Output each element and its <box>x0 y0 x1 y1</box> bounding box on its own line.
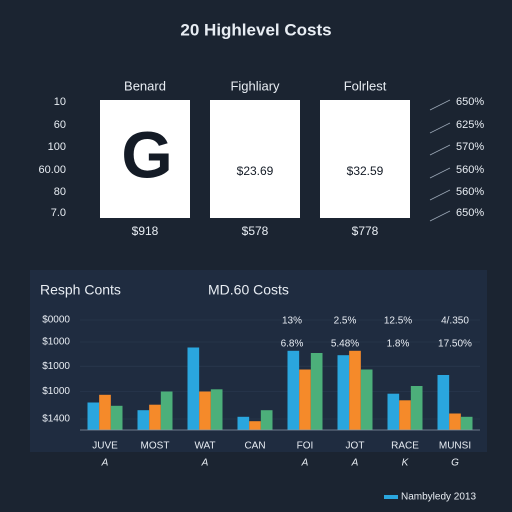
y-tick-label: $0000 <box>42 315 70 326</box>
annotation: 4/.350 <box>441 316 469 327</box>
annotation: 1.8% <box>387 339 410 350</box>
legend-label: Nambyledy 2013 <box>401 492 476 503</box>
x-sub-label: G <box>451 458 459 469</box>
panel-title: Resph Conts <box>40 282 121 298</box>
right-label: 560% <box>456 186 484 198</box>
x-tick-label: JUVE <box>92 441 118 452</box>
bar <box>110 405 123 430</box>
bar <box>337 355 350 430</box>
x-tick-label: RACE <box>391 441 419 452</box>
bar <box>410 386 423 430</box>
card <box>320 100 410 218</box>
x-tick-label: CAN <box>244 441 265 452</box>
right-label: 650% <box>456 96 484 108</box>
annotation: 13% <box>282 316 302 327</box>
x-sub-label: A <box>351 458 359 469</box>
x-sub-label: A <box>301 458 309 469</box>
bar <box>260 410 273 430</box>
x-tick-label: WAT <box>194 441 215 452</box>
bar <box>87 402 100 430</box>
annotation: 5.48% <box>331 339 359 350</box>
y-tick-label: $1400 <box>42 414 70 425</box>
bar <box>399 400 411 430</box>
x-sub-label: A <box>101 458 109 469</box>
connector <box>429 167 451 179</box>
bar <box>387 393 400 430</box>
bar <box>299 369 311 430</box>
bar <box>160 391 173 430</box>
bar <box>149 404 161 430</box>
card-footer: $778 <box>352 224 379 238</box>
bar <box>287 350 300 430</box>
x-sub-label: A <box>201 458 209 469</box>
bar <box>187 347 200 430</box>
y-tick-label: $1000 <box>42 337 70 348</box>
bar <box>210 389 223 430</box>
card-footer: $578 <box>242 224 269 238</box>
right-label: 570% <box>456 141 484 153</box>
card-logo: G <box>121 117 172 191</box>
annotation: 17.50% <box>438 339 472 350</box>
right-label: 650% <box>456 207 484 219</box>
title: 20 Highlevel Costs <box>180 20 331 39</box>
bar <box>349 350 361 430</box>
card-title: Benard <box>124 78 166 93</box>
x-sub-label: K <box>402 458 410 469</box>
left-label: 10 <box>54 96 66 108</box>
connector <box>429 189 451 201</box>
bar <box>437 375 450 430</box>
left-label: 80 <box>54 186 66 198</box>
annotation: 2.5% <box>334 316 357 327</box>
right-label: 625% <box>456 119 484 131</box>
bar <box>449 413 461 430</box>
connector <box>429 144 451 156</box>
x-tick-label: FOI <box>297 441 314 452</box>
annotation: 6.8% <box>281 339 304 350</box>
card-title: Fighliary <box>230 78 280 93</box>
left-label: 100 <box>48 141 66 153</box>
left-label: 7.0 <box>51 207 66 219</box>
y-tick-label: $1000 <box>42 386 70 397</box>
left-label: 60 <box>54 119 66 131</box>
card-value: $23.69 <box>237 164 274 178</box>
bar <box>237 416 250 430</box>
bar <box>460 416 473 430</box>
x-tick-label: JOT <box>346 441 365 452</box>
bar <box>137 410 150 430</box>
annotation: 12.5% <box>384 316 412 327</box>
x-tick-label: MOST <box>141 441 170 452</box>
bar <box>249 421 261 430</box>
card <box>210 100 300 218</box>
card-footer: $918 <box>132 224 159 238</box>
bar <box>310 353 323 430</box>
left-label: 60.00 <box>38 164 66 176</box>
card <box>100 100 190 218</box>
connector <box>429 210 451 222</box>
x-tick-label: MUNSI <box>439 441 471 452</box>
connector <box>429 99 451 111</box>
card-title: Folrlest <box>344 78 387 93</box>
right-label: 560% <box>456 164 484 176</box>
bar <box>360 369 373 430</box>
y-tick-label: $1000 <box>42 361 70 372</box>
bar <box>199 391 211 430</box>
legend-swatch <box>384 495 398 499</box>
bar <box>99 394 111 430</box>
connector <box>429 122 451 134</box>
panel-subtitle: MD.60 Costs <box>208 282 289 298</box>
card-value: $32.59 <box>347 164 384 178</box>
